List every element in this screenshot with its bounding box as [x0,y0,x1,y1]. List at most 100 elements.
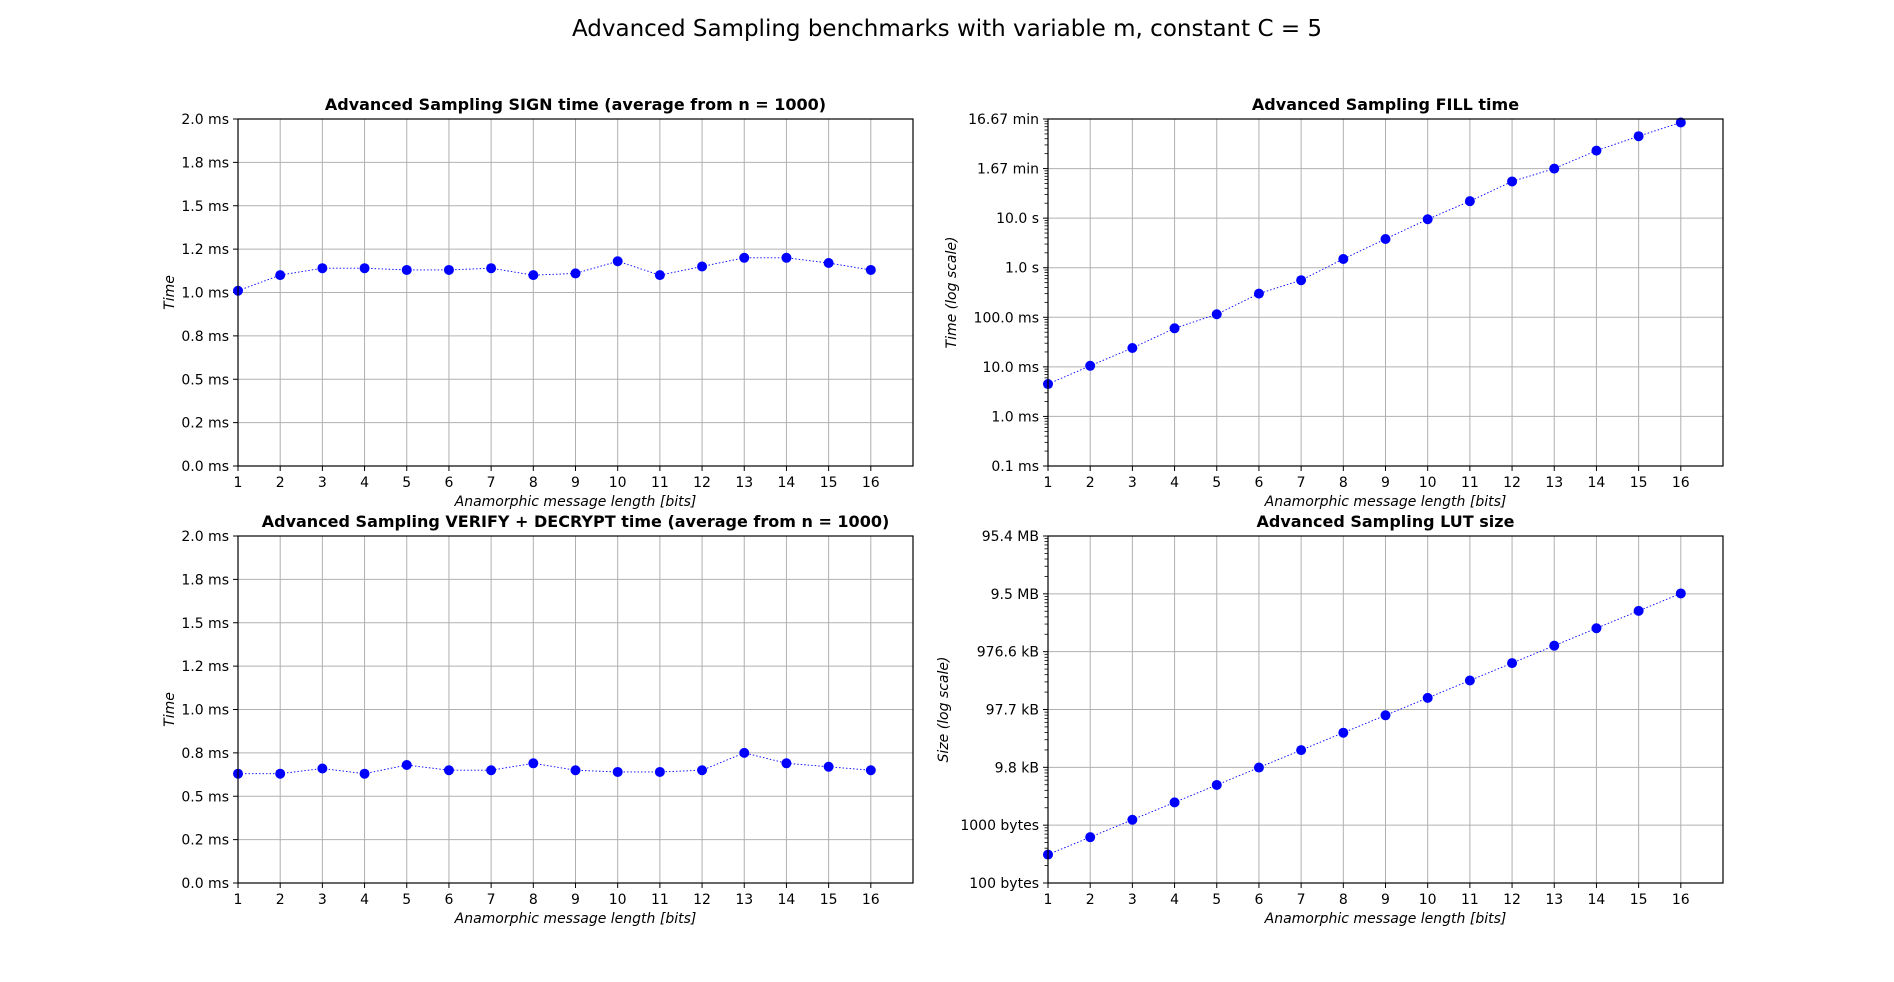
data-point [1422,692,1433,703]
x-tick-label: 13 [1545,892,1563,908]
y-tick-label: 1000 bytes [960,818,1039,834]
data-point [823,258,834,269]
x-tick-label: 9 [1381,475,1390,491]
data-point [612,256,623,267]
panel-title: Advanced Sampling FILL time [1252,95,1519,114]
data-point [1507,658,1518,669]
data-point [1085,832,1096,843]
x-tick-label: 1 [234,475,243,491]
x-tick-label: 6 [444,475,453,491]
y-tick-label: 100.0 ms [974,310,1039,326]
data-point [1464,675,1475,686]
data-point [823,761,834,772]
x-axis-label: Anamorphic message length [bits] [1264,911,1507,927]
x-tick-label: 16 [1672,475,1690,491]
plot-frame [237,118,914,467]
y-tick-label: 1.0 ms [991,409,1039,425]
data-point [317,763,328,774]
x-tick-label: 5 [1212,475,1221,491]
x-tick-label: 8 [1339,475,1348,491]
x-tick-label: 9 [571,892,580,908]
data-point [1211,779,1222,790]
y-tick-label: 0.8 ms [181,746,229,762]
data-point [697,261,708,272]
y-tick-label: 1.5 ms [181,199,229,215]
chart-panel-2: 1 2 3 4 5 6 7 8 9 10 11 12 13 14 15 160.1 ms1.0 ms10.0 … [944,95,1724,510]
x-tick-label: 4 [360,475,369,491]
x-tick-label: 6 [444,892,453,908]
x-tick-label: 15 [820,475,838,491]
y-tick-label: 1.0 ms [181,703,229,719]
y-tick-label: 0.0 ms [181,876,229,892]
y-tick-label: 1.8 ms [181,572,229,588]
data-point [1675,588,1686,599]
y-tick-label: 1.0 ms [181,286,229,302]
data-point [1549,163,1560,174]
x-tick-label: 7 [1297,475,1306,491]
x-tick-label: 8 [529,475,538,491]
x-tick-label: 12 [693,892,711,908]
data-point [1675,117,1686,128]
y-tick-label: 10.0 ms [982,360,1039,376]
data-point [654,270,665,281]
data-point [443,765,454,776]
y-tick-label: 1.2 ms [181,242,229,258]
x-tick-label: 10 [609,475,627,491]
x-tick-label: 13 [735,892,753,908]
data-point [528,270,539,281]
data-point [1422,214,1433,225]
panel-title: Advanced Sampling LUT size [1257,512,1515,531]
x-tick-label: 7 [487,892,496,908]
series-line [237,257,871,292]
x-tick-label: 12 [1503,892,1521,908]
data-point [1464,196,1475,207]
x-tick-label: 4 [1170,475,1179,491]
x-tick-label: 1 [1044,475,1053,491]
y-tick-label: 95.4 MB [982,529,1039,545]
x-tick-label: 14 [778,475,796,491]
data-point [401,760,412,771]
data-point [865,765,876,776]
x-tick-label: 6 [1254,892,1263,908]
data-point [359,263,370,274]
data-point [1380,233,1391,244]
x-axis-label: Anamorphic message length [bits] [1264,494,1507,510]
x-tick-label: 13 [735,475,753,491]
y-tick-label: 1.8 ms [181,155,229,171]
y-tick-label: 9.5 MB [991,587,1039,603]
x-tick-label: 12 [693,475,711,491]
data-point [275,768,286,779]
data-point [1253,762,1264,773]
x-tick-label: 6 [1254,475,1263,491]
y-tick-label: 1.67 min [977,162,1039,178]
data-point [1296,745,1307,756]
x-tick-label: 3 [1128,892,1137,908]
data-point [528,758,539,769]
data-point [486,765,497,776]
data-point [1127,814,1138,825]
x-tick-label: 10 [609,892,627,908]
data-point [1338,253,1349,264]
data-point [739,252,750,263]
x-tick-label: 14 [1588,475,1606,491]
data-point [781,252,792,263]
x-tick-label: 7 [1297,892,1306,908]
x-axis-label: Anamorphic message length [bits] [454,911,697,927]
x-tick-label: 15 [1630,475,1648,491]
x-tick-label: 2 [276,892,285,908]
data-point [865,264,876,275]
x-tick-label: 15 [820,892,838,908]
x-axis-label: Anamorphic message length [bits] [454,494,697,510]
y-tick-label: 976.6 kB [977,645,1039,661]
x-tick-label: 3 [1128,475,1137,491]
y-tick-label: 1.2 ms [181,659,229,675]
series-line [1047,122,1681,385]
x-tick-label: 11 [1461,475,1479,491]
y-tick-label: 0.2 ms [181,416,229,432]
data-point [1549,640,1560,651]
y-axis-label: Time [162,275,178,310]
data-point [1338,727,1349,738]
x-tick-label: 2 [1086,892,1095,908]
data-point [1085,360,1096,371]
x-tick-label: 4 [1170,892,1179,908]
